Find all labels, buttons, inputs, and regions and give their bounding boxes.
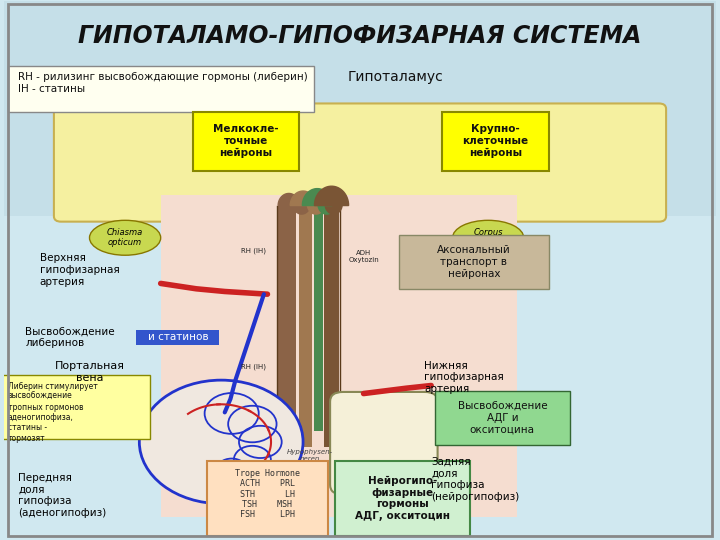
Text: Портальная
вена: Портальная вена [55, 361, 125, 383]
Polygon shape [325, 195, 342, 214]
Polygon shape [315, 186, 348, 206]
Polygon shape [293, 195, 310, 214]
FancyBboxPatch shape [137, 330, 219, 345]
FancyBboxPatch shape [399, 235, 549, 289]
Text: ГИПОТАЛАМО-ГИПОФИЗАРНАЯ СИСТЕМА: ГИПОТАЛАМО-ГИПОФИЗАРНАЯ СИСТЕМА [78, 24, 642, 48]
Text: Hypophysen-
neren: Hypophysen- neren [287, 449, 333, 462]
FancyBboxPatch shape [278, 206, 296, 447]
Text: Нейрогипо-
физарные
гормоны
АДГ, окситоцин: Нейрогипо- физарные гормоны АДГ, окситоц… [355, 476, 450, 521]
FancyBboxPatch shape [207, 461, 328, 536]
Text: Chiasma
opticum: Chiasma opticum [107, 228, 143, 247]
Text: Либерин стимулирует
высвобождение
тропных гормонов
аденогипофиза,
статины -
торм: Либерин стимулирует высвобождение тропны… [8, 382, 97, 443]
Text: ADH
Oxytozin: ADH Oxytozin [348, 250, 379, 263]
Text: Высвобождение
АДГ и
окситоцина: Высвобождение АДГ и окситоцина [457, 401, 547, 434]
FancyBboxPatch shape [8, 66, 314, 112]
Text: Аксональный
транспорт в
нейронах: Аксональный транспорт в нейронах [437, 245, 510, 279]
Text: Высвобождение
либеринов: Высвобождение либеринов [25, 326, 115, 348]
Text: Нижняя
гипофизарная
артерия: Нижняя гипофизарная артерия [424, 361, 504, 394]
Text: RH (IH): RH (IH) [240, 248, 266, 254]
Circle shape [140, 380, 303, 504]
FancyBboxPatch shape [193, 112, 300, 171]
FancyBboxPatch shape [330, 392, 438, 495]
Text: Задняя
доля
гипофиза
(нейрогипофиз): Задняя доля гипофиза (нейрогипофиз) [431, 457, 519, 502]
FancyBboxPatch shape [442, 112, 549, 171]
Text: и статинов: и статинов [148, 332, 209, 342]
Polygon shape [318, 195, 335, 214]
Text: Передняя
доля
гипофиза
(аденогипофиз): Передняя доля гипофиза (аденогипофиз) [18, 473, 107, 518]
Polygon shape [307, 195, 325, 214]
FancyBboxPatch shape [1, 375, 150, 439]
Text: Trope Hormone
ACTH    PRL
STH      LH
TSH    MSH
FSH     LPH: Trope Hormone ACTH PRL STH LH TSH MSH FS… [235, 469, 300, 519]
Text: Corpus
mamillare: Corpus mamillare [467, 228, 509, 247]
Ellipse shape [453, 220, 523, 255]
FancyBboxPatch shape [4, 2, 716, 66]
Text: Крупно-
клеточные
нейроны: Крупно- клеточные нейроны [462, 124, 528, 158]
FancyBboxPatch shape [335, 461, 470, 536]
FancyBboxPatch shape [435, 391, 570, 444]
FancyBboxPatch shape [300, 206, 312, 447]
Polygon shape [290, 191, 316, 206]
Polygon shape [278, 193, 300, 206]
Polygon shape [302, 188, 332, 206]
Text: RH (IH): RH (IH) [240, 363, 266, 370]
FancyBboxPatch shape [314, 206, 323, 431]
Text: Мелкокле-
точные
нейроны: Мелкокле- точные нейроны [213, 124, 279, 158]
FancyBboxPatch shape [4, 66, 716, 217]
Text: RH - рилизинг высвобождающие гормоны (либерин): RH - рилизинг высвобождающие гормоны (ли… [18, 72, 308, 82]
FancyBboxPatch shape [325, 206, 338, 447]
Text: Верхняя
гипофизарная
артерия: Верхняя гипофизарная артерия [40, 253, 120, 287]
Ellipse shape [89, 220, 161, 255]
FancyBboxPatch shape [161, 195, 517, 517]
Text: IH - статины: IH - статины [18, 84, 86, 93]
FancyBboxPatch shape [54, 104, 666, 221]
Text: Гипоталамус: Гипоталамус [348, 70, 444, 84]
